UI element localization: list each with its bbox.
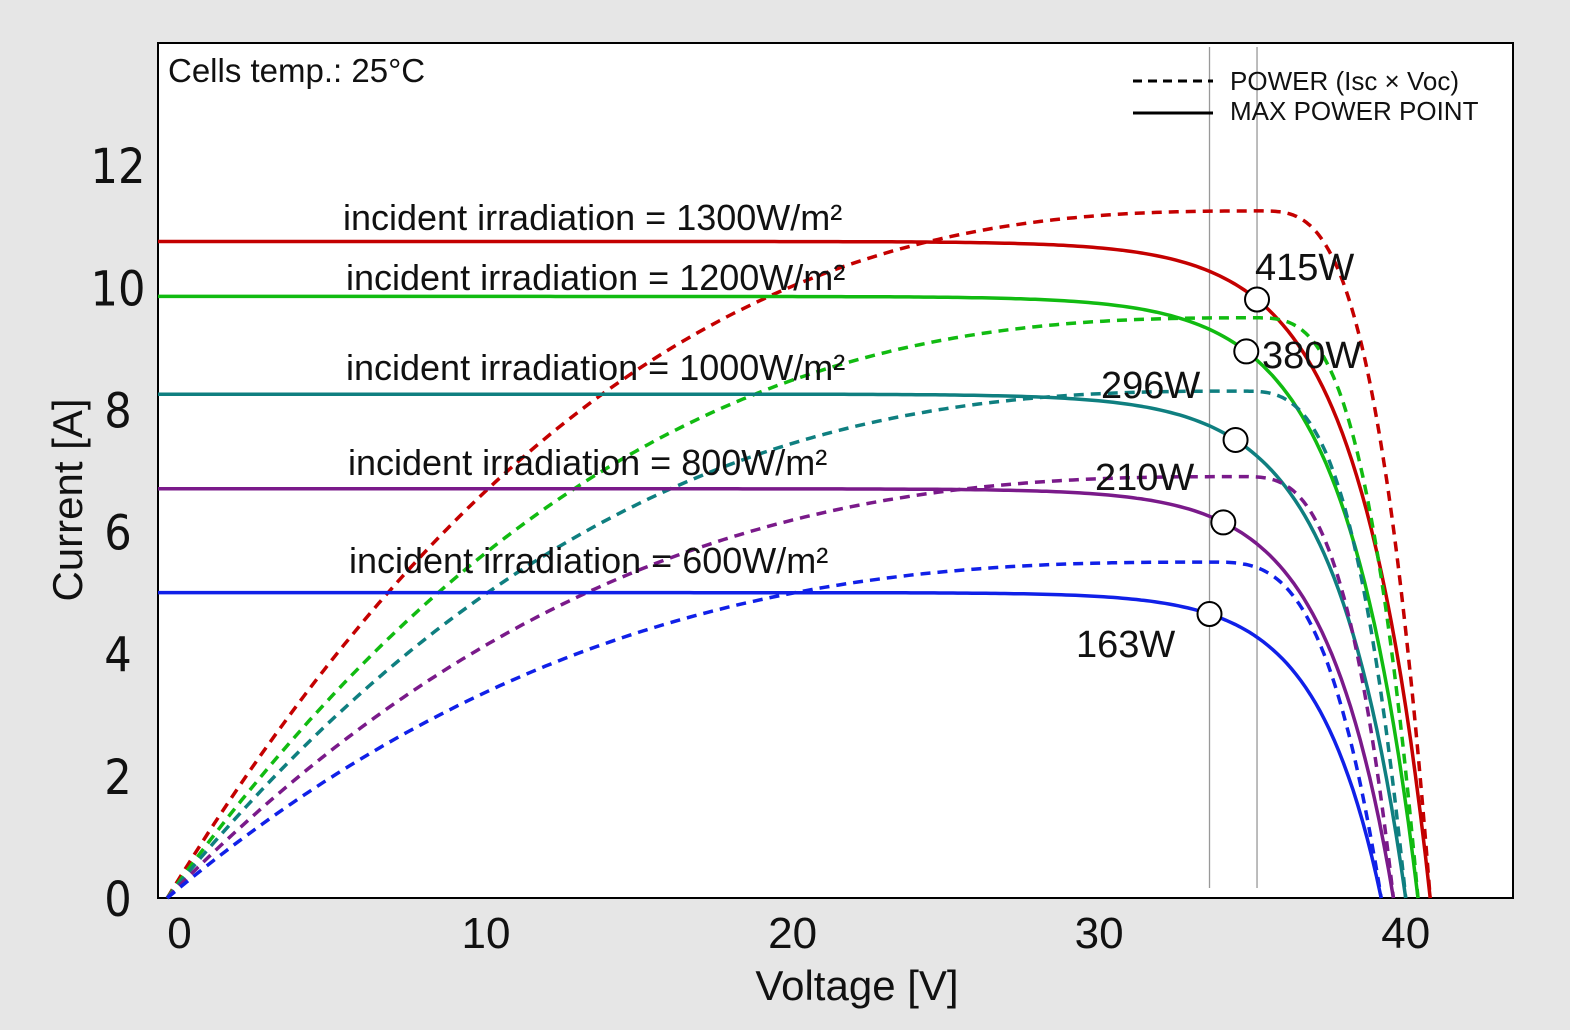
irradiation-label-1000: incident irradiation = 1000W/m² [346, 347, 845, 388]
iv-curve-1300 [158, 239, 1432, 899]
y-axis-ticks: 0 2 4 6 8 10 12 [91, 139, 146, 928]
y-tick-label-0: 0 [104, 872, 131, 928]
power-label-1200: 380W [1262, 335, 1361, 377]
x-tick-label-0: 0 [167, 909, 191, 958]
iv-curve-1000 [158, 392, 1408, 899]
x-axis-ticks: 0 10 20 30 40 [167, 909, 1430, 958]
mpp-marker-1000 [1222, 426, 1249, 453]
power-curve-600 [166, 560, 1383, 900]
x-tick-label-2: 20 [768, 909, 817, 958]
irradiation-label-600: incident irradiation = 600W/m² [349, 540, 828, 581]
y-tick-label-4: 8 [104, 383, 131, 439]
reference-lines [1208, 47, 1258, 888]
power-labels: 415W 380W 296W 210W 163W [1076, 247, 1361, 666]
curves-layer [158, 209, 1432, 900]
mpp-marker-1200 [1233, 338, 1260, 365]
y-tick-label-3: 6 [104, 506, 131, 562]
y-tick-label-2: 4 [104, 628, 131, 684]
power-label-600: 163W [1076, 624, 1175, 666]
x-tick-label-4: 40 [1381, 909, 1430, 958]
irradiation-label-1200: incident irradiation = 1200W/m² [346, 257, 845, 298]
cells-temp-annotation: Cells temp.: 25°C [168, 52, 425, 89]
iv-curve-1200 [158, 294, 1420, 899]
y-axis-title: Current [A] [44, 398, 91, 601]
irradiation-label-1300: incident irradiation = 1300W/m² [343, 197, 842, 238]
mpp-marker-1300 [1244, 286, 1271, 313]
mpp-marker-600 [1196, 601, 1223, 628]
x-tick-label-1: 10 [462, 909, 511, 958]
power-label-1300: 415W [1255, 247, 1354, 289]
y-tick-label-6: 12 [91, 139, 146, 195]
x-axis-title: Voltage [V] [755, 962, 958, 1009]
power-label-800: 210W [1095, 457, 1194, 499]
legend-label-power: POWER (Isc × Voc) [1230, 66, 1459, 96]
iv-curve-800 [158, 487, 1396, 899]
plot-area [157, 42, 1514, 899]
irradiation-label-800: incident irradiation = 800W/m² [348, 442, 827, 483]
power-curve-1000 [165, 389, 1408, 900]
iv-curve-600 [158, 590, 1383, 899]
x-tick-label-3: 30 [1075, 909, 1124, 958]
irradiation-labels: incident irradiation = 1300W/m² incident … [343, 197, 845, 581]
power-curve-1300 [165, 209, 1432, 899]
mpp-marker-800 [1210, 509, 1237, 536]
y-tick-label-5: 10 [91, 261, 146, 317]
legend: POWER (Isc × Voc) MAX POWER POINT [1133, 66, 1479, 126]
mpp-markers-layer [1196, 286, 1271, 628]
legend-label-mpp: MAX POWER POINT [1230, 96, 1479, 126]
power-curve-800 [165, 474, 1396, 900]
y-tick-label-1: 2 [104, 750, 131, 806]
power-label-1000: 296W [1101, 365, 1200, 407]
